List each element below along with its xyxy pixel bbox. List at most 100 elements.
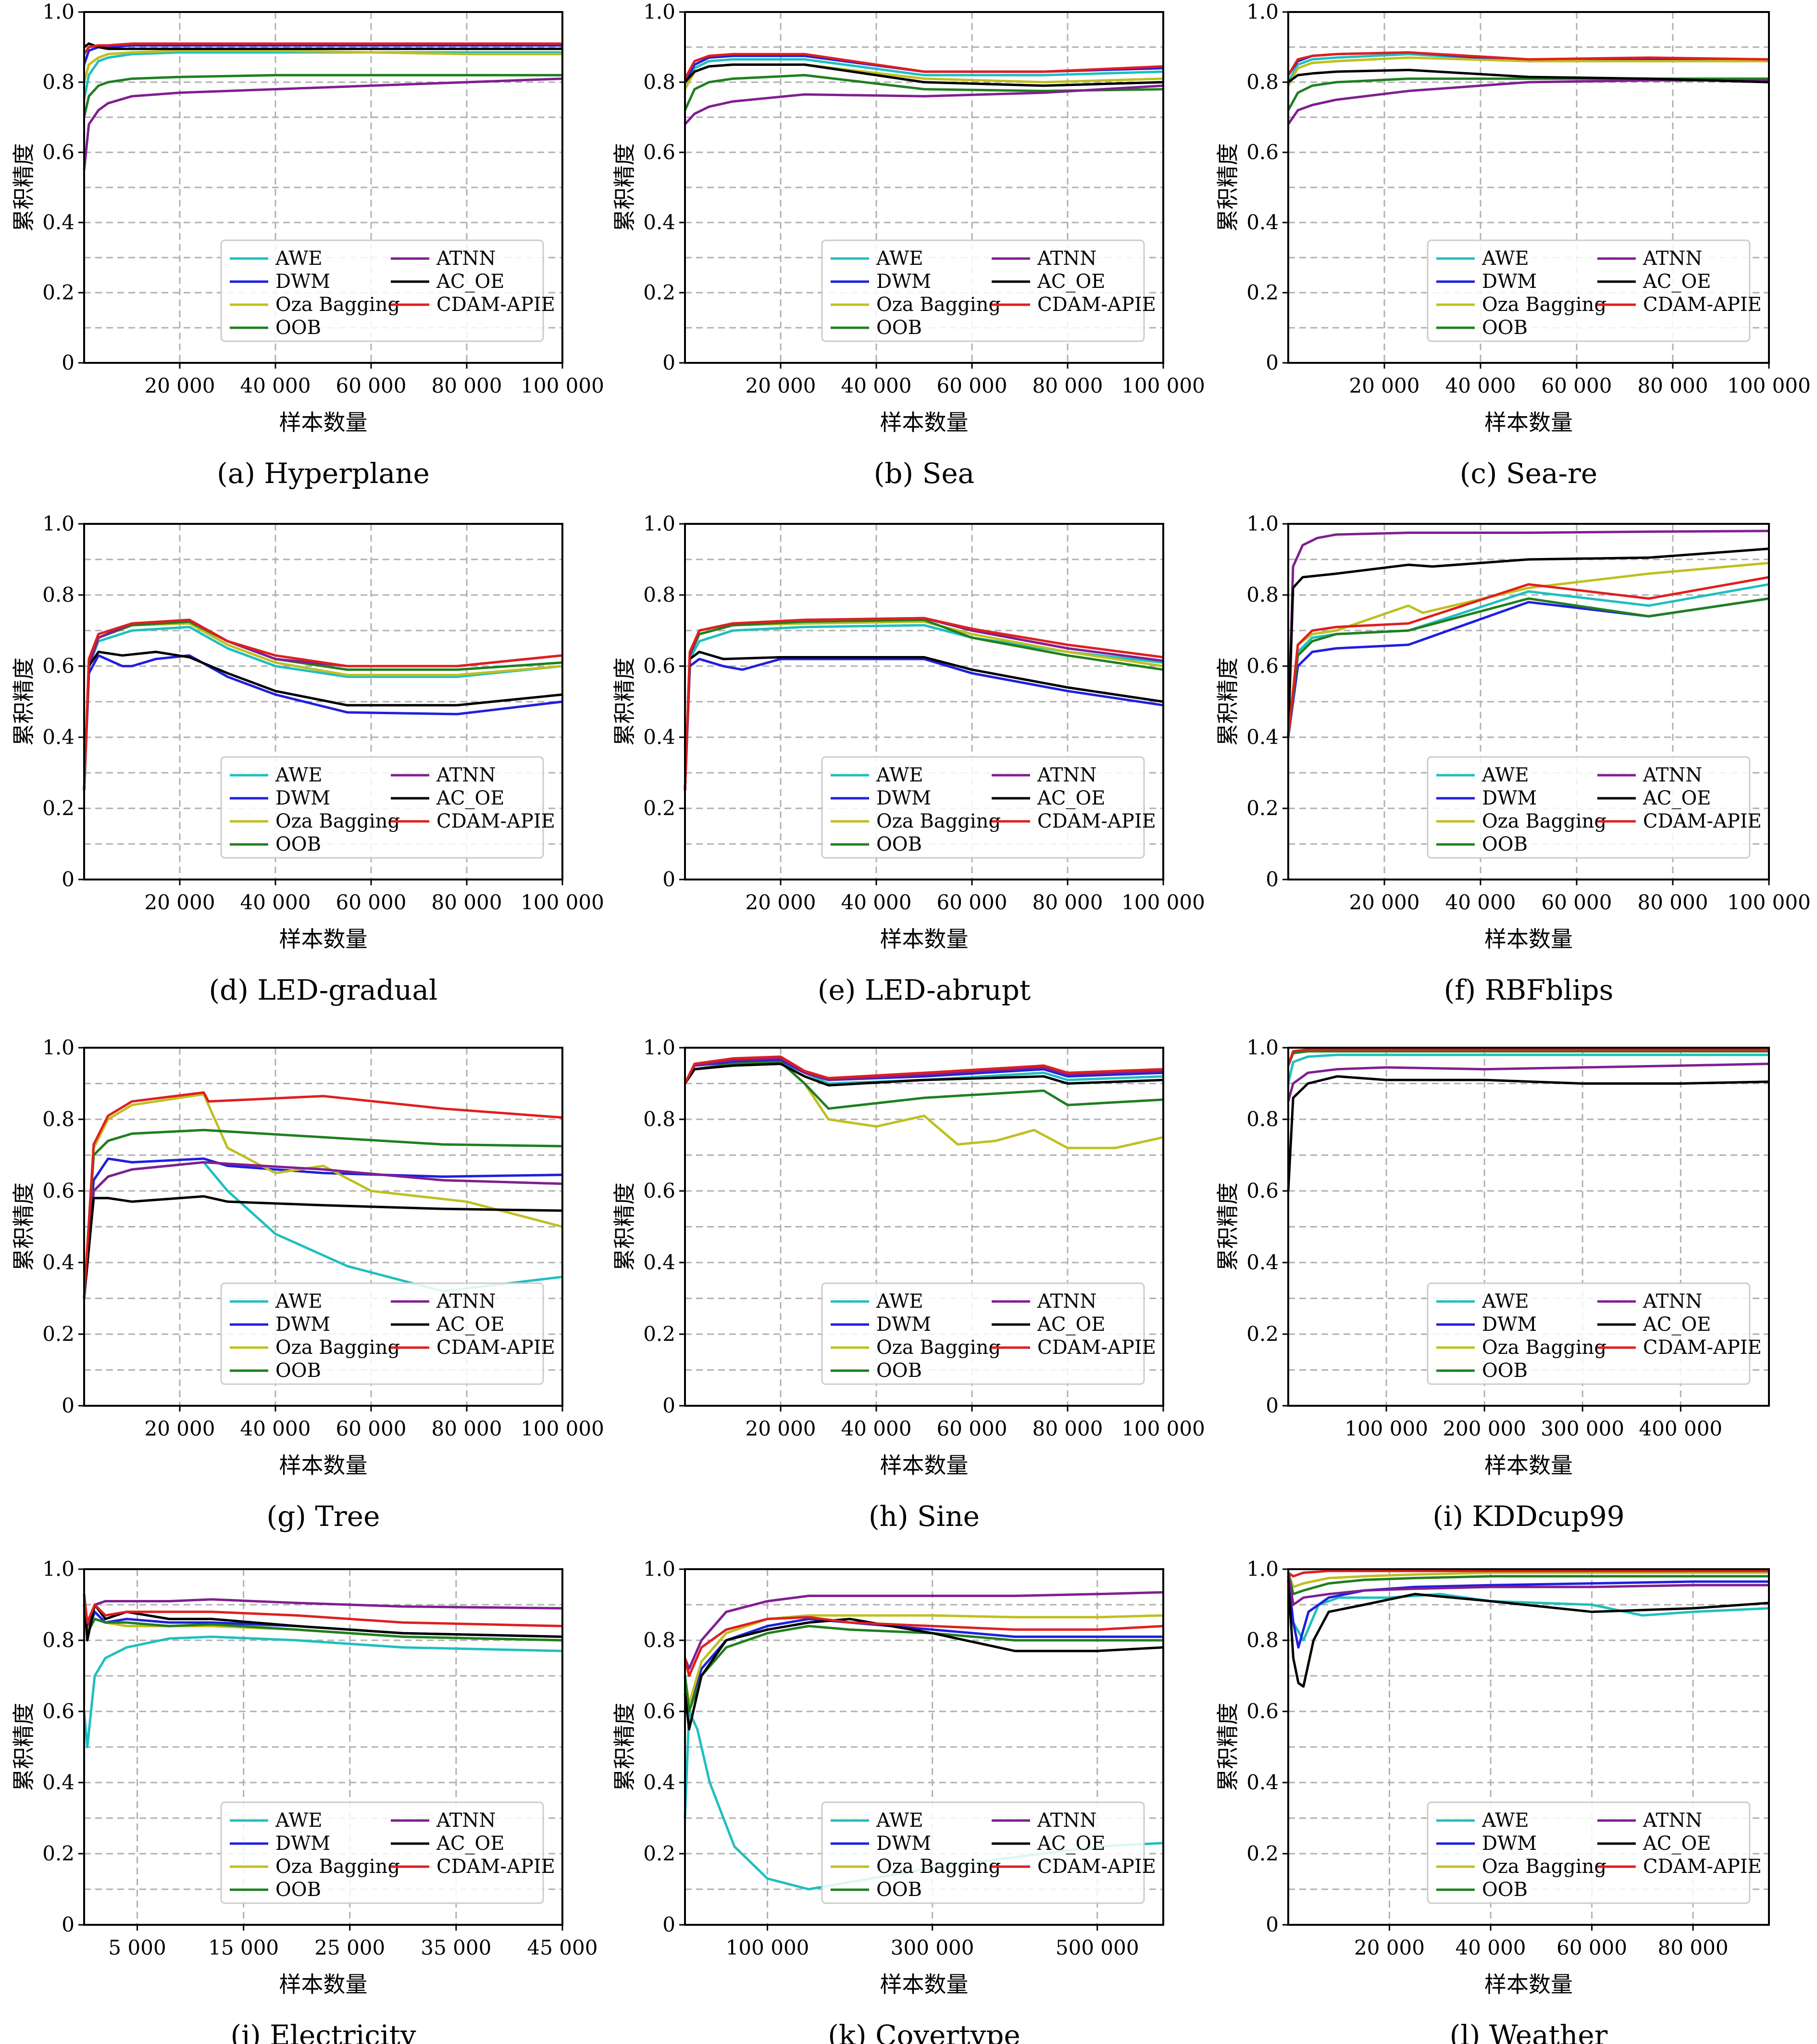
chart-1-xtick-label: 80 000 — [1033, 374, 1103, 397]
chart-9-ytick-label: 0.4 — [42, 1771, 75, 1794]
chart-2-series-atnn — [1287, 79, 1769, 125]
chart-10-legend-label: AC_OE — [1037, 1833, 1105, 1855]
chart-2-xtick-label: 80 000 — [1638, 374, 1708, 397]
chart-8-ytick-label: 0 — [1266, 1394, 1279, 1417]
chart-10-ytick-label: 0.2 — [643, 1842, 675, 1865]
chart-1-legend-label: AC_OE — [1037, 271, 1105, 293]
chart-5-series-atnn — [1287, 530, 1769, 738]
chart-3-legend-box — [220, 756, 544, 859]
chart-2-ytick-label: 0.8 — [1246, 70, 1279, 94]
chart-2-series-ac-oe — [1287, 69, 1769, 84]
chart-6-series-dwm — [83, 1157, 563, 1299]
chart-7-legend-label: OOB — [876, 1360, 922, 1382]
chart-8-legend-label: OOB — [1482, 1360, 1528, 1382]
chart-2-legend-label: AWE — [1481, 248, 1529, 270]
chart-4-xlabel: 样本数量 — [880, 926, 969, 952]
chart-4-caption: (e) LED-abrupt — [818, 974, 1031, 1006]
chart-0-ytick-label: 0.2 — [42, 281, 75, 304]
chart-8-ytick-label: 0.2 — [1246, 1322, 1279, 1346]
chart-7-series-atnn — [684, 1057, 1164, 1084]
chart-8-xtick-label: 100 000 — [1344, 1417, 1428, 1440]
chart-2-xtick-label: 100 000 — [1727, 374, 1811, 397]
chart-3-legend-label: CDAM-APIE — [436, 810, 555, 832]
chart-2-xtick-label: 60 000 — [1542, 374, 1612, 397]
chart-6-ylabel: 累积精度 — [11, 1183, 37, 1271]
chart-8-ylabel: 累积精度 — [1215, 1183, 1241, 1271]
chart-11-legend-label: AWE — [1481, 1809, 1529, 1832]
chart-6-legend-label: OOB — [275, 1360, 321, 1382]
chart-7-ytick-label: 1.0 — [643, 1036, 675, 1059]
chart-11-series-oob — [1287, 1572, 1769, 1596]
chart-3-legend-label: DWM — [275, 787, 330, 809]
chart-5-series-oob — [1287, 597, 1769, 738]
chart-1-xlabel: 样本数量 — [880, 409, 969, 435]
chart-3-xtick-label: 100 000 — [521, 891, 604, 914]
chart-8-series-oza-bagging — [1287, 1050, 1769, 1066]
chart-7-series-ac-oe — [684, 1063, 1164, 1087]
chart-10-ytick-label: 1.0 — [643, 1557, 675, 1581]
chart-3-ytick-label: 0.2 — [42, 796, 75, 820]
chart-7-ytick-label: 0.8 — [643, 1107, 675, 1131]
chart-2-ylabel: 累积精度 — [1215, 143, 1241, 232]
chart-11-legend-box — [1427, 1801, 1751, 1904]
chart-6-series-oob — [83, 1128, 563, 1299]
chart-7-ytick-label: 0.4 — [643, 1251, 675, 1274]
chart-8-legend-label: AC_OE — [1643, 1313, 1711, 1336]
chart-2-ytick-label: 0.2 — [1246, 281, 1279, 304]
chart-8-series-oob — [1287, 1050, 1769, 1066]
chart-10-caption: (k) Covertype — [828, 2019, 1020, 2044]
chart-4-xtick-label: 60 000 — [937, 891, 1008, 914]
chart-9-ylabel: 累积精度 — [11, 1703, 37, 1791]
chart-11-legend-label: OOB — [1482, 1879, 1528, 1901]
chart-10-xtick-label: 100 000 — [726, 1936, 809, 1959]
chart-0-legend-label: AWE — [275, 248, 323, 270]
chart-7-ytick-label: 0.2 — [643, 1322, 675, 1346]
chart-9-xtick-label: 25 000 — [314, 1936, 385, 1959]
chart-6-ytick-label: 0.2 — [42, 1322, 75, 1346]
chart-11-series-atnn — [1287, 1573, 1769, 1606]
chart-11-ytick-label: 1.0 — [1246, 1557, 1279, 1581]
chart-3-legend-label: ATNN — [436, 764, 496, 786]
chart-0-xtick-label: 80 000 — [432, 374, 502, 397]
chart-9-axes-frame — [83, 1568, 563, 1926]
chart-5-axes-frame — [1287, 523, 1770, 880]
chart-6-series-cdam-apie — [83, 1091, 563, 1299]
chart-0-ytick-label: 0.8 — [42, 70, 75, 94]
chart-7-caption: (h) Sine — [869, 1500, 980, 1533]
chart-10-series-dwm — [684, 1618, 1163, 1713]
chart-5-xtick-label: 80 000 — [1638, 891, 1708, 914]
chart-11-xtick-label: 20 000 — [1354, 1936, 1425, 1959]
chart-9-legend-label: ATNN — [436, 1809, 496, 1832]
chart-3-legend-label: AC_OE — [436, 787, 504, 809]
chart-10-xtick-label: 500 000 — [1056, 1936, 1139, 1959]
chart-2-xtick-label: 20 000 — [1349, 374, 1420, 397]
chart-3-series-cdam-apie — [83, 619, 563, 791]
chart-4-legend-label: Oza Bagging — [876, 810, 1001, 832]
chart-11-series-cdam-apie — [1287, 1570, 1769, 1578]
chart-8-series-ac-oe — [1287, 1075, 1769, 1191]
chart-5-ytick-label: 0.2 — [1246, 796, 1279, 820]
chart-1-series-awe — [684, 58, 1164, 90]
chart-0-axes-frame — [83, 11, 563, 364]
chart-1-ylabel: 累积精度 — [611, 143, 637, 232]
chart-6-axes-frame — [83, 1047, 563, 1407]
chart-2-axes-frame — [1287, 11, 1770, 364]
chart-8-series-atnn — [1287, 1063, 1769, 1102]
chart-11-xtick-label: 80 000 — [1658, 1936, 1729, 1959]
chart-6-legend-label: AC_OE — [436, 1313, 504, 1336]
chart-10-ytick-label: 0.6 — [643, 1699, 675, 1723]
chart-1-legend-label: Oza Bagging — [876, 294, 1001, 316]
chart-4: 0 0.2 0.4 0.6 0.8 1.0 20 000 40 000 60 000 80 000… — [611, 512, 1205, 1006]
chart-2-ytick-label: 0.6 — [1246, 140, 1279, 164]
chart-0-xtick-label: 20 000 — [145, 374, 215, 397]
chart-0-ytick-label: 0.4 — [42, 211, 75, 234]
chart-10-ylabel: 累积精度 — [611, 1703, 637, 1791]
chart-2-legend-label: OOB — [1482, 317, 1528, 339]
chart-4-legend-label: DWM — [876, 787, 931, 809]
chart-3-ytick-label: 0 — [62, 867, 75, 891]
chart-2-ytick-label: 1.0 — [1246, 0, 1279, 24]
